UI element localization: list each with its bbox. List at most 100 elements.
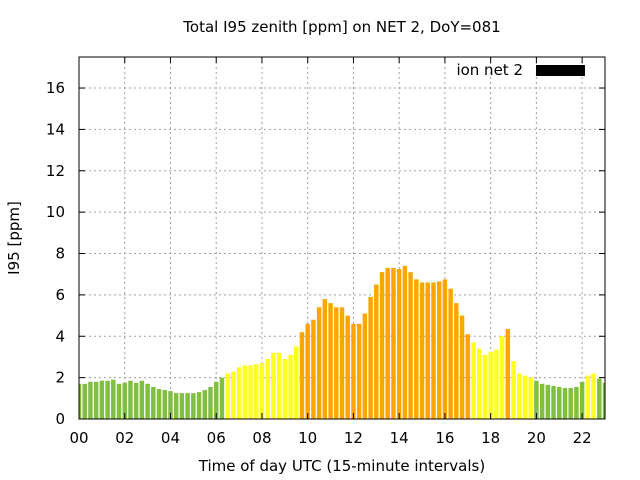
bar — [265, 359, 270, 419]
bar — [105, 380, 110, 419]
bar — [436, 281, 442, 419]
bar — [334, 307, 339, 419]
bar — [454, 303, 459, 419]
bar — [88, 381, 93, 419]
bar — [305, 323, 310, 419]
bar — [179, 393, 185, 419]
y-tick-label: 8 — [55, 245, 65, 263]
x-tick-label: 06 — [207, 429, 226, 447]
bar — [156, 389, 162, 419]
bar — [93, 381, 99, 419]
y-tick-label: 4 — [55, 327, 65, 345]
bar — [602, 382, 605, 419]
bar — [231, 371, 236, 419]
bar — [294, 346, 299, 419]
bar — [213, 381, 219, 419]
x-tick-label: 04 — [161, 429, 180, 447]
bar — [545, 384, 551, 419]
x-tick-label: 14 — [390, 429, 409, 447]
y-tick-labels: 0 2 4 6 8 10 12 14 16 — [46, 79, 65, 428]
x-tick-label: 02 — [115, 429, 134, 447]
bar — [225, 373, 230, 419]
x-tick-labels: 00 02 04 06 08 10 12 14 16 18 20 22 — [69, 429, 591, 447]
bar — [242, 365, 248, 419]
axis-ticks — [78, 57, 605, 420]
bar — [128, 380, 133, 419]
bar — [276, 352, 282, 419]
bar — [557, 386, 562, 419]
bar — [574, 386, 579, 419]
bar — [196, 392, 202, 419]
bar — [391, 267, 396, 419]
bar — [505, 329, 511, 419]
bar — [379, 272, 385, 419]
plot-frame — [78, 56, 606, 420]
bar — [191, 393, 196, 419]
y-axis-label: I95 [ppm] — [5, 201, 23, 275]
bar — [517, 373, 522, 419]
bar — [271, 352, 276, 419]
bar — [362, 313, 368, 419]
x-axis-label: Time of day UTC (15-minute intervals) — [198, 457, 485, 475]
bar — [145, 383, 150, 419]
x-tick-label: 08 — [252, 429, 271, 447]
bar — [471, 342, 476, 419]
bar — [448, 288, 453, 419]
bar — [597, 378, 602, 419]
bar — [311, 319, 316, 419]
bar — [351, 323, 356, 419]
chart-title: Total I95 zenith [ppm] on NET 2, DoY=081 — [182, 18, 500, 36]
bar — [499, 336, 505, 419]
bar — [111, 379, 116, 419]
legend: ion net 2 — [456, 61, 585, 79]
bar — [539, 383, 545, 419]
bar — [356, 323, 362, 419]
bar — [465, 334, 471, 419]
bar — [591, 373, 596, 419]
y-tick-label: 2 — [55, 369, 65, 387]
y-tick-label: 16 — [46, 79, 65, 97]
bar — [482, 354, 488, 419]
y-tick-label: 14 — [46, 120, 65, 138]
legend-swatch — [536, 65, 585, 76]
bar — [99, 380, 105, 419]
y-tick-label: 12 — [46, 162, 65, 180]
bar — [385, 267, 390, 419]
bar — [202, 390, 208, 419]
bar — [511, 361, 516, 419]
x-tick-label: 18 — [481, 429, 500, 447]
bar — [122, 382, 127, 419]
bar — [168, 391, 173, 419]
bar — [288, 354, 293, 419]
bar — [408, 272, 413, 419]
bar — [476, 348, 482, 419]
bar — [585, 375, 591, 419]
bar — [236, 367, 242, 419]
bar — [551, 385, 556, 419]
bar — [345, 315, 350, 419]
bar — [522, 375, 528, 419]
bar — [322, 299, 328, 419]
bar — [442, 279, 448, 419]
bar — [402, 265, 408, 419]
bar — [299, 332, 305, 419]
x-tick-label: 12 — [344, 429, 363, 447]
bar — [259, 363, 265, 419]
bar — [568, 387, 573, 419]
bar — [488, 351, 493, 419]
bar — [254, 364, 259, 419]
bar — [459, 315, 465, 419]
y-tick-label: 0 — [55, 410, 65, 428]
x-tick-label: 20 — [527, 429, 546, 447]
bar — [116, 383, 122, 419]
bar — [79, 383, 82, 419]
bar-series — [79, 265, 605, 419]
bar — [82, 383, 87, 419]
bar — [368, 296, 373, 419]
bar — [328, 303, 333, 419]
y-tick-label: 6 — [55, 286, 65, 304]
legend-label: ion net 2 — [456, 61, 523, 79]
bar — [162, 390, 167, 419]
bar — [151, 386, 156, 419]
